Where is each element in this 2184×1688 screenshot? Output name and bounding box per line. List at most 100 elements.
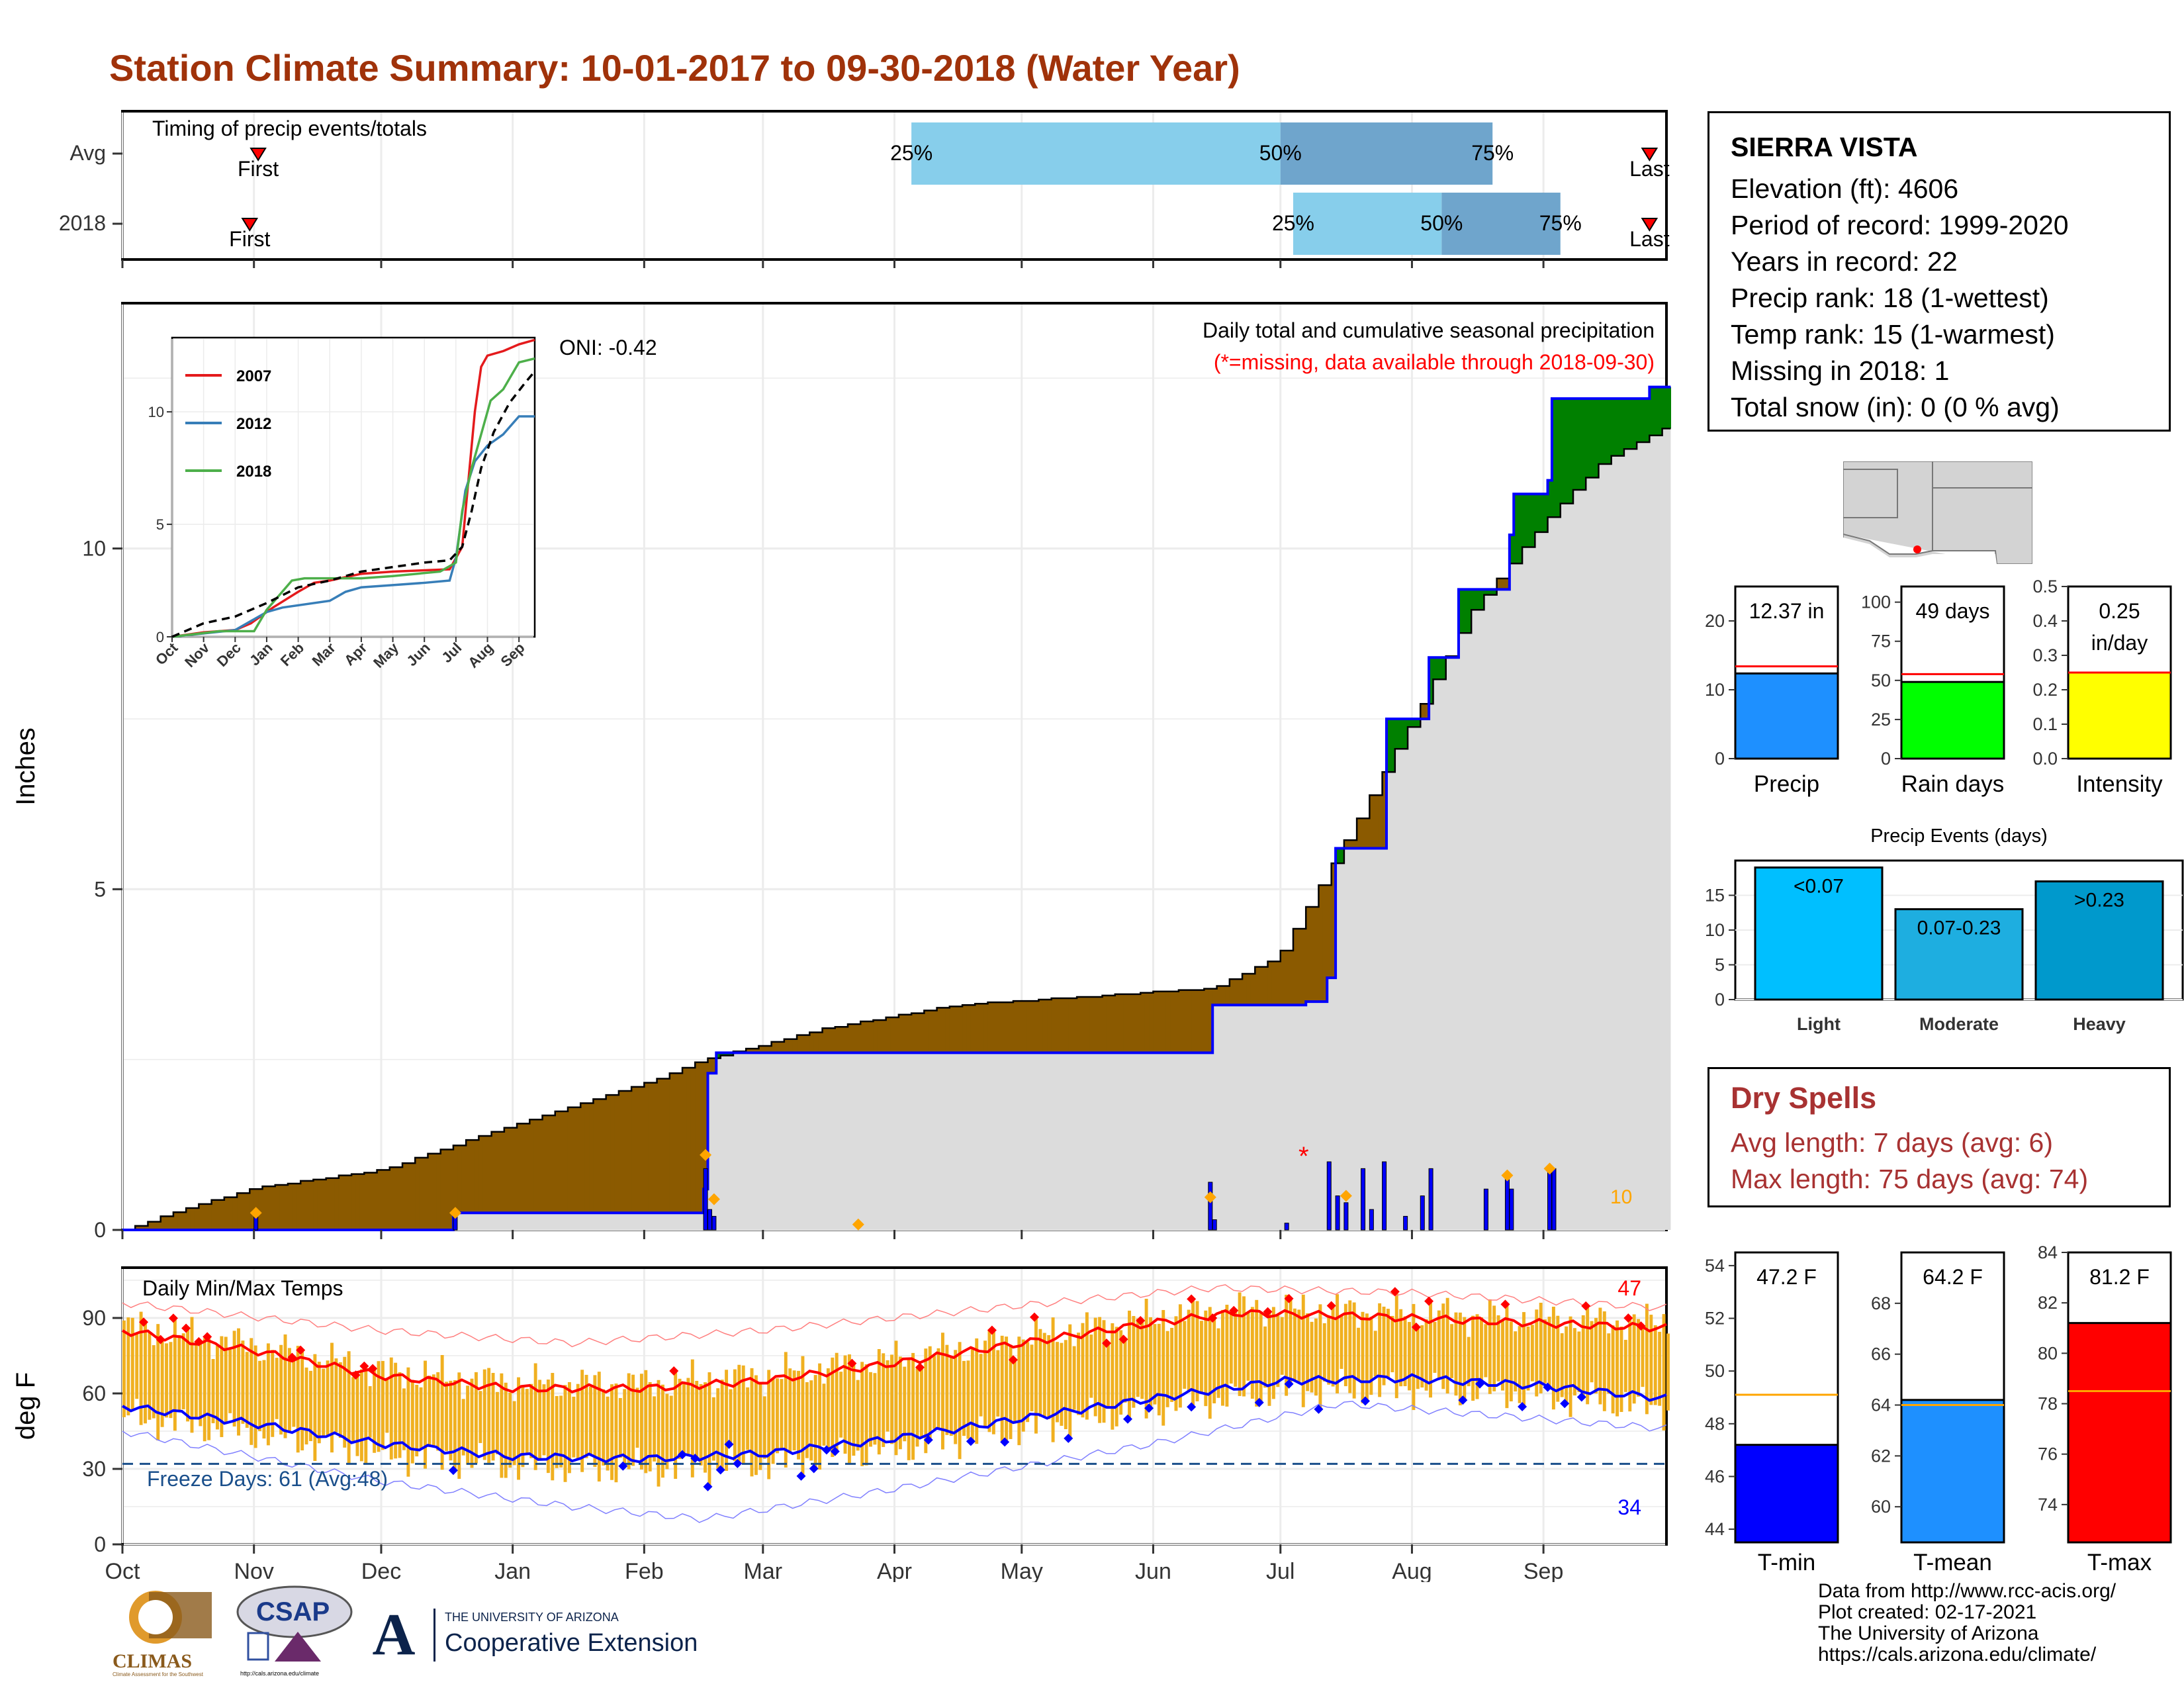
below-average-area [1378, 795, 1383, 849]
daily-temp-range-bar [207, 1336, 211, 1440]
below-average-area [699, 1062, 704, 1213]
below-average-area [1115, 994, 1120, 1053]
below-average-area [216, 1199, 221, 1230]
daily-temp-range-bar [1132, 1316, 1136, 1408]
daily-precip-bar [711, 1215, 717, 1231]
daily-temp-range-bar [283, 1334, 287, 1438]
daily-temp-range-bar [1632, 1314, 1636, 1404]
below-average-area [979, 1004, 984, 1053]
daily-temp-range-bar [1496, 1315, 1500, 1382]
daily-temp-range-bar [1484, 1324, 1488, 1378]
above-average-area [1594, 399, 1600, 478]
extreme-event-marker [700, 1149, 712, 1161]
daily-temp-range-bar [359, 1369, 363, 1462]
daily-temp-range-bar [1501, 1319, 1504, 1391]
below-average-area [317, 1179, 322, 1230]
daily-temp-range-bar [389, 1357, 393, 1460]
x-tick-label: May [1001, 1559, 1043, 1582]
freeze-days-label: Freeze Days: 61 (Avg:48) [147, 1467, 388, 1491]
daily-temp-range-bar [987, 1329, 991, 1432]
daily-temp-range-bar [1161, 1310, 1165, 1426]
hot-day-marker [1411, 1322, 1421, 1332]
record-min-line [122, 1401, 1667, 1523]
daily-temp-range-bar [1301, 1294, 1305, 1407]
below-average-area [1085, 996, 1090, 1053]
below-average-area [945, 1008, 950, 1053]
daily-temp-range-bar [232, 1331, 236, 1427]
below-average-area [199, 1203, 204, 1230]
daily-temp-range-bar [1255, 1299, 1259, 1407]
below-average-area [453, 1145, 458, 1213]
below-average-area [678, 1073, 683, 1213]
below-average-area [589, 1103, 594, 1213]
below-average-area [245, 1193, 250, 1230]
above-average-area [1619, 399, 1625, 456]
below-average-area [1348, 840, 1353, 849]
daily-precip-bar [1361, 1168, 1366, 1231]
below-average-area [1111, 995, 1116, 1053]
daily-temp-range-bar [704, 1382, 707, 1473]
daily-temp-range-bar [309, 1370, 312, 1442]
extreme-event-marker [1501, 1169, 1514, 1182]
below-average-area [669, 1073, 674, 1213]
daily-temp-range-bar [1369, 1317, 1373, 1395]
daily-temp-range-bar [1064, 1340, 1068, 1430]
daily-precip-bar [1343, 1202, 1349, 1231]
below-average-area [406, 1163, 412, 1230]
daily-temp-range-bar [1242, 1296, 1246, 1397]
daily-temp-range-bar [996, 1350, 1000, 1417]
daily-temp-range-bar [1479, 1317, 1483, 1384]
daily-temp-range-bar [919, 1367, 923, 1438]
below-average-area [525, 1123, 530, 1213]
daily-temp-range-bar [839, 1372, 843, 1438]
daily-temp-range-bar [1475, 1314, 1479, 1399]
below-average-area [886, 1017, 891, 1053]
daily-temp-range-bar [504, 1382, 508, 1478]
below-average-area [1424, 704, 1430, 719]
x-tick-label: Oct [105, 1559, 140, 1582]
below-average-area [822, 1028, 827, 1053]
below-average-area [1297, 929, 1302, 1006]
below-average-area [359, 1174, 365, 1230]
daily-temp-range-bar [559, 1395, 563, 1468]
below-average-area [1081, 996, 1086, 1053]
hot-day-marker [1118, 1335, 1128, 1344]
y-tick-label: 60 [1871, 1497, 1891, 1517]
below-average-area [517, 1123, 522, 1213]
above-average-area [1408, 718, 1413, 727]
daily-temp-range-bar [1165, 1331, 1169, 1407]
below-average-area [1221, 986, 1226, 1006]
cold-day-marker [1475, 1379, 1484, 1389]
above-average-area [1662, 387, 1667, 429]
below-average-area [860, 1021, 866, 1053]
below-average-area [1098, 996, 1103, 1053]
daily-temp-range-bar [572, 1396, 576, 1458]
below-average-area [194, 1208, 199, 1230]
hot-day-marker [1284, 1293, 1294, 1303]
inset-series-line [171, 370, 536, 638]
below-average-area [181, 1212, 187, 1230]
below-average-area [1144, 992, 1150, 1053]
daily-temp-range-bar [911, 1352, 915, 1460]
below-average-area [449, 1149, 454, 1230]
daily-temp-range-bar [457, 1372, 461, 1479]
first-event-marker [250, 148, 267, 162]
daily-temp-range-bar [1111, 1323, 1115, 1430]
daily-temp-range-bar [711, 1397, 715, 1461]
daily-temp-range-bar [402, 1388, 406, 1450]
below-average-area [746, 1049, 751, 1053]
station-detail-line: Precip rank: 18 (1-wettest) [1731, 283, 2049, 313]
daily-temp-range-bar [1420, 1325, 1424, 1388]
precip-subheader: (*=missing, data available through 2018-… [1214, 350, 1655, 374]
cold-day-marker [690, 1453, 700, 1463]
daily-temp-range-bar [1030, 1344, 1034, 1412]
below-average-area [767, 1046, 772, 1053]
below-average-area [508, 1127, 514, 1213]
mini-bar-charts: 0 10 20 12.37 in Precip 0 25 50 75 100 49 days Rain… [1705, 577, 2172, 797]
below-average-area [1042, 1000, 1048, 1053]
below-average-area [1051, 998, 1056, 1053]
cold-day-marker [1284, 1379, 1294, 1389]
daily-temp-range-bar [152, 1345, 156, 1419]
daily-temp-range-bar [1429, 1301, 1432, 1398]
location-map [1843, 461, 2032, 564]
